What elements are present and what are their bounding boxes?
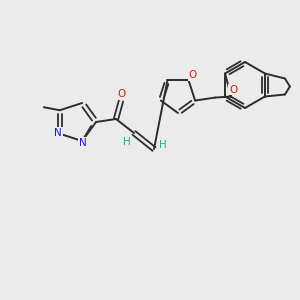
Text: O: O [118,89,126,99]
Text: H: H [123,137,131,147]
Text: N: N [79,138,87,148]
Text: N: N [54,128,62,138]
Text: H: H [159,140,167,150]
Text: O: O [188,70,197,80]
Text: O: O [229,85,237,94]
